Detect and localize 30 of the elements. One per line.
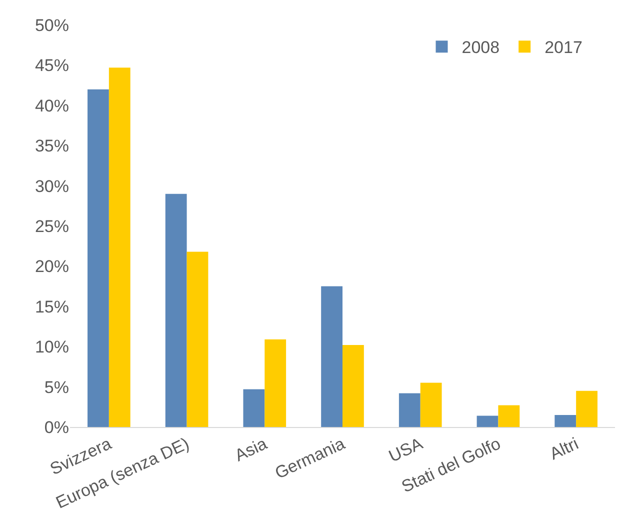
legend-label: 2017 xyxy=(544,38,582,58)
y-tick-label: 0% xyxy=(44,418,69,437)
bar xyxy=(476,416,498,427)
bar xyxy=(321,286,342,427)
y-tick-label: 10% xyxy=(34,338,69,357)
bar xyxy=(398,393,420,427)
y-tick-label: 40% xyxy=(34,96,69,116)
y-tick-label: 50% xyxy=(34,16,69,35)
legend-label: 2008 xyxy=(462,38,500,58)
bar xyxy=(342,344,364,427)
bar xyxy=(186,252,208,427)
y-tick-label: 30% xyxy=(34,176,69,196)
bar xyxy=(243,389,265,427)
bar xyxy=(88,89,109,427)
bar xyxy=(420,382,442,427)
x-tick-label: Altri xyxy=(546,434,582,464)
bar xyxy=(108,68,130,427)
y-tick-label: 5% xyxy=(44,378,69,397)
y-tick-label: 20% xyxy=(34,257,69,276)
y-tick-label: 45% xyxy=(34,56,69,76)
bar xyxy=(498,405,520,427)
bar xyxy=(576,390,598,427)
y-tick-label: 35% xyxy=(34,136,69,156)
y-tick-label: 25% xyxy=(34,216,69,236)
x-tick-label: USA xyxy=(386,434,426,466)
y-tick-label: 15% xyxy=(34,297,69,316)
bar xyxy=(264,339,286,427)
bar xyxy=(165,194,187,427)
x-tick-label: Asia xyxy=(232,434,270,466)
bar xyxy=(554,414,576,427)
